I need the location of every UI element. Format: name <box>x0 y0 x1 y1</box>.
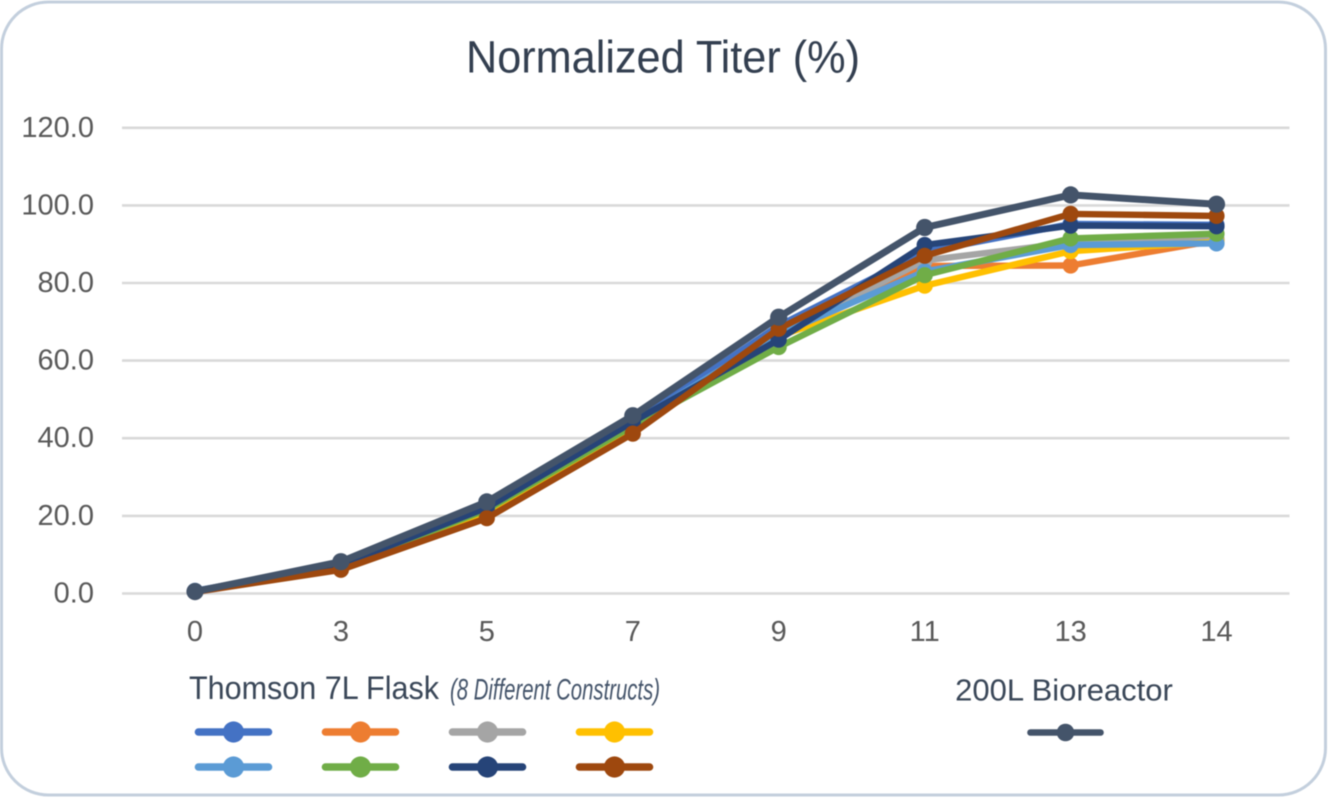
svg-text:20.0: 20.0 <box>38 500 94 532</box>
svg-text:7: 7 <box>625 616 641 648</box>
svg-text:60.0: 60.0 <box>38 345 94 377</box>
svg-text:13: 13 <box>1054 616 1086 648</box>
svg-text:100.0: 100.0 <box>21 189 94 221</box>
svg-text:80.0: 80.0 <box>38 267 94 299</box>
svg-text:Normalized Titer (%): Normalized Titer (%) <box>466 32 860 83</box>
svg-text:5: 5 <box>479 616 495 648</box>
svg-text:(8 Different Constructs): (8 Different Constructs) <box>450 674 660 707</box>
svg-text:Thomson 7L Flask: Thomson 7L Flask <box>189 670 440 706</box>
svg-text:14: 14 <box>1200 616 1232 648</box>
svg-text:0: 0 <box>187 616 203 648</box>
svg-text:3: 3 <box>333 616 349 648</box>
svg-text:11: 11 <box>910 616 940 648</box>
svg-text:120.0: 120.0 <box>21 112 94 144</box>
svg-text:200L Bioreactor: 200L Bioreactor <box>955 673 1173 708</box>
svg-text:9: 9 <box>771 616 787 648</box>
svg-text:0.0: 0.0 <box>54 578 94 610</box>
svg-text:40.0: 40.0 <box>38 422 94 454</box>
